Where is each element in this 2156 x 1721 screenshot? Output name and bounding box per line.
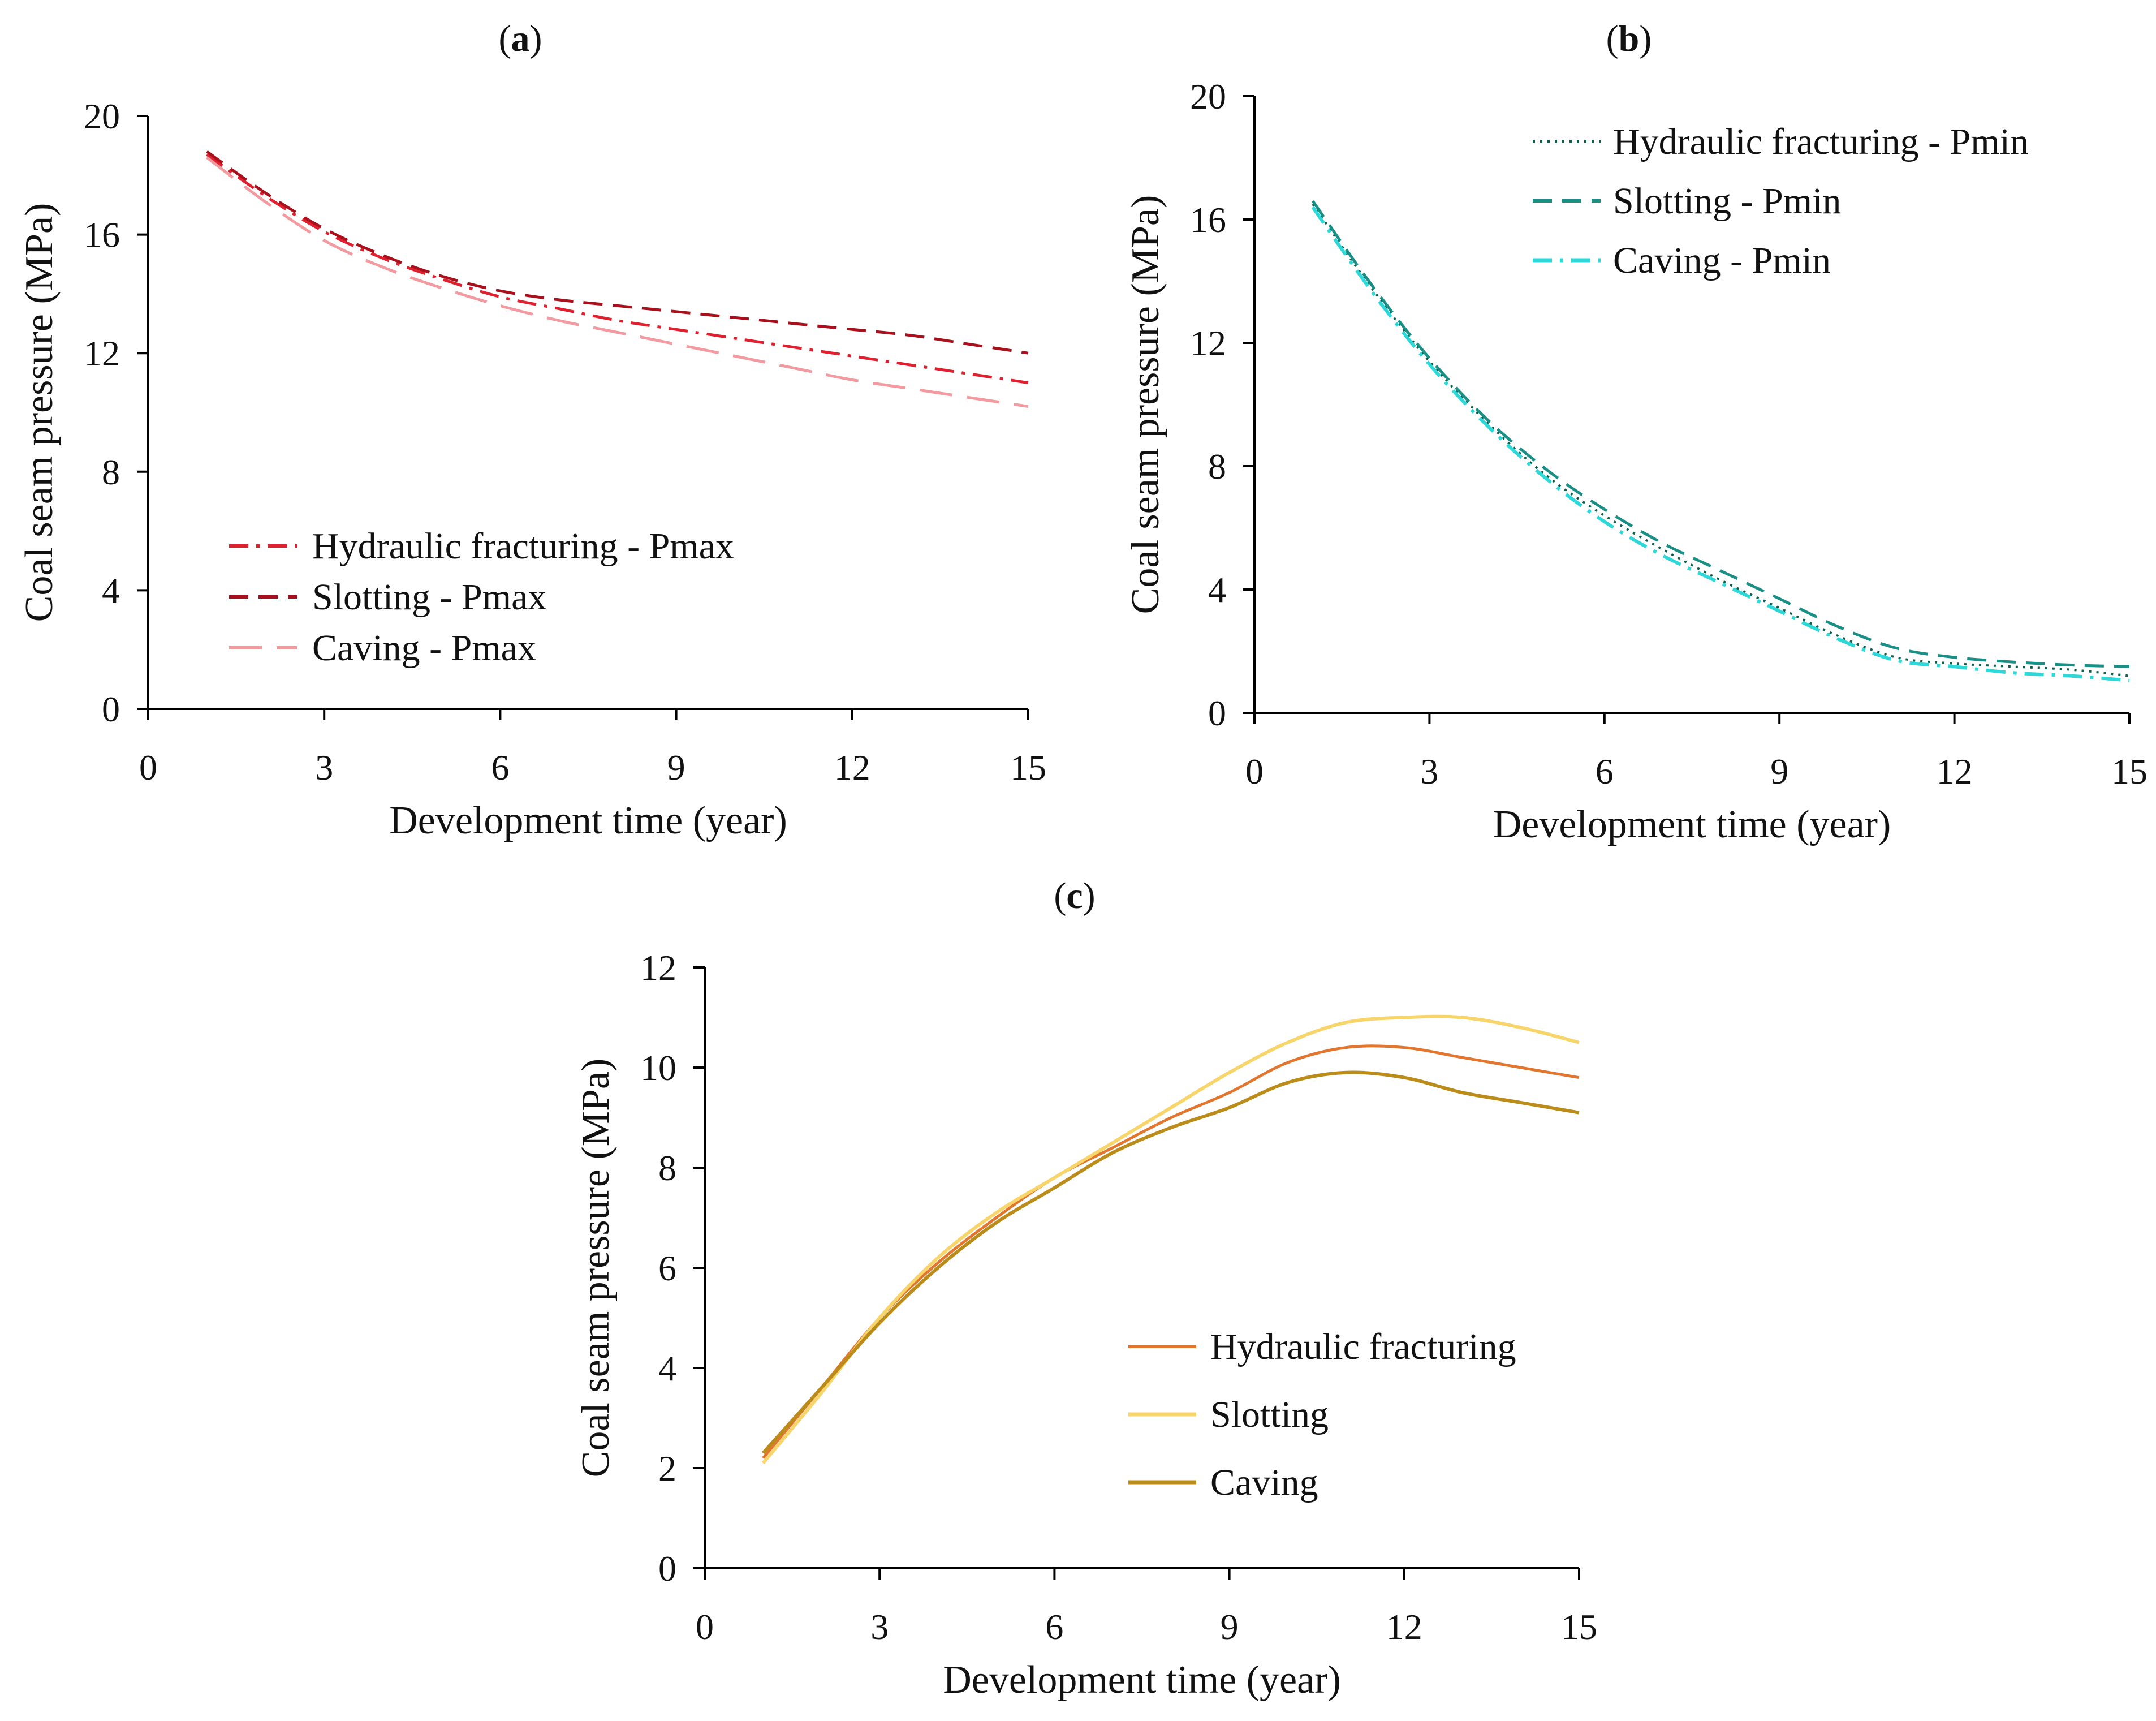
x-tick-label: 9 (667, 747, 685, 788)
legend-label: Caving - Pmin (1613, 240, 1831, 281)
x-tick-label: 15 (1561, 1607, 1597, 1647)
y-tick-label: 16 (84, 215, 120, 255)
legend-label: Slotting - Pmax (312, 576, 546, 618)
y-tick-label: 8 (102, 452, 120, 492)
x-tick-label: 12 (1386, 1607, 1422, 1647)
x-axis-title: Development time (year) (1493, 803, 1891, 846)
y-tick-label: 0 (102, 689, 120, 729)
legend-label: Hydraulic fracturing (1210, 1326, 1516, 1367)
x-tick-label: 6 (491, 747, 509, 788)
y-tick-label: 4 (1208, 570, 1226, 610)
panel-letter: b (1619, 18, 1640, 59)
panel-letter: a (511, 18, 530, 59)
x-tick-label: 0 (696, 1607, 714, 1647)
y-axis-title: Coal seam pressure (MPa) (18, 203, 61, 622)
y-tick-label: 6 (658, 1248, 676, 1288)
x-tick-label: 12 (834, 747, 870, 788)
y-tick-label: 8 (1208, 446, 1226, 487)
y-tick-label: 12 (640, 948, 676, 988)
y-tick-label: 8 (658, 1148, 676, 1188)
chart-panel-b: (b) 0 4 8 12 16 20 0 3 6 9 12 15 Development time (ye… (1124, 18, 2148, 846)
legend-label: Slotting - Pmin (1613, 180, 1841, 222)
x-tick-label: 0 (139, 747, 157, 788)
x-tick-label: 3 (315, 747, 333, 788)
y-axis-title: Coal seam pressure (MPa) (574, 1059, 618, 1478)
chart-panel-c: (c) 0 2 4 6 8 10 12 0 3 6 9 12 15 Development time (ye… (574, 875, 1597, 1702)
x-tick-label: 0 (1245, 751, 1264, 791)
series-line-3 (761, 1070, 1580, 1455)
x-axis-title: Development time (year) (943, 1658, 1341, 1702)
series-line-2 (206, 150, 1029, 355)
legend-label: Caving - Pmax (312, 627, 536, 669)
y-tick-label: 16 (1190, 200, 1226, 240)
x-tick-label: 15 (1010, 747, 1046, 788)
y-tick-label: 20 (1190, 76, 1226, 117)
series-line-2 (1312, 200, 2130, 668)
x-tick-label: 3 (1420, 751, 1438, 791)
x-axis-title: Development time (year) (389, 799, 787, 842)
legend-label: Hydraulic fracturing - Pmax (312, 526, 734, 567)
series-line-3 (1311, 206, 2130, 682)
x-tick-label: 3 (870, 1607, 889, 1647)
panel-label: (b) (1606, 18, 1652, 59)
panel-letter: c (1066, 875, 1083, 917)
legend-label: Slotting (1210, 1394, 1329, 1435)
series-line-1 (1312, 203, 2130, 677)
series-line-3 (206, 156, 1029, 408)
y-tick-label: 12 (1190, 323, 1226, 363)
x-tick-label: 6 (1045, 1607, 1063, 1647)
legend-label: Hydraulic fracturing - Pmin (1613, 121, 2029, 162)
legend-label: Caving (1210, 1462, 1318, 1503)
x-tick-label: 12 (1937, 751, 1973, 791)
legend: Hydraulic fracturing - Pmax Slotting - Pm… (229, 526, 734, 669)
y-tick-label: 20 (84, 96, 120, 136)
series-line-1 (206, 153, 1029, 385)
y-tick-label: 10 (640, 1048, 676, 1088)
y-axis-title: Coal seam pressure (MPa) (1124, 195, 1167, 614)
y-tick-label: 0 (658, 1548, 676, 1589)
x-tick-label: 9 (1770, 751, 1788, 791)
y-tick-label: 0 (1208, 693, 1226, 733)
y-tick-label: 4 (102, 570, 120, 610)
panel-label: (a) (499, 18, 542, 59)
legend: Hydraulic fracturing Slotting Caving (1128, 1326, 1516, 1503)
x-tick-label: 6 (1596, 751, 1614, 791)
chart-panel-a: (a) 0 4 8 12 16 20 0 3 6 9 12 15 Development time (ye… (18, 18, 1046, 842)
y-tick-label: 12 (84, 333, 120, 373)
y-tick-label: 2 (658, 1448, 676, 1488)
legend: Hydraulic fracturing - Pmin Slotting - Pm… (1533, 121, 2029, 281)
series-line-2 (761, 1014, 1580, 1465)
panel-label: (c) (1054, 875, 1095, 917)
y-tick-label: 4 (658, 1348, 676, 1388)
x-tick-label: 9 (1221, 1607, 1239, 1647)
x-tick-label: 15 (2111, 751, 2148, 791)
